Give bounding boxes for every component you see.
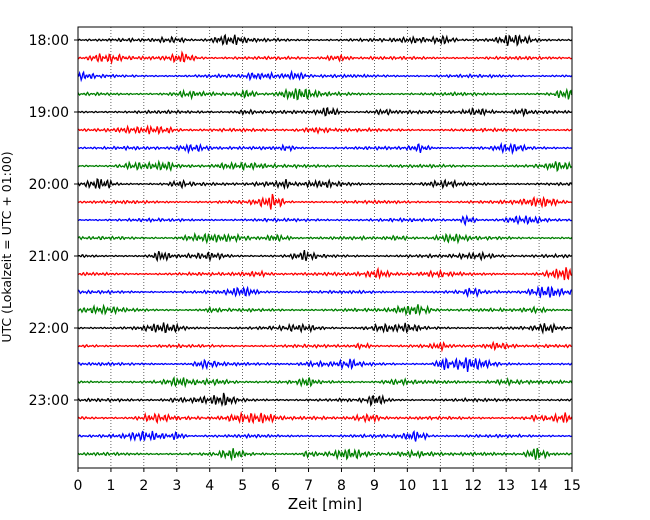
trace-line	[77, 106, 572, 118]
x-tick-label: 4	[205, 478, 214, 494]
x-tick-label: 8	[337, 478, 346, 494]
x-tick-label: 5	[238, 478, 247, 494]
y-tick-label: 23:00	[29, 393, 69, 409]
seismic-traces	[77, 33, 573, 462]
trace-line	[77, 50, 572, 65]
trace-line	[77, 266, 573, 281]
trace-line	[77, 410, 573, 425]
x-tick-label: 9	[370, 478, 379, 494]
y-axis-label: UTC (Lokalzeit = UTC + 01:00)	[0, 151, 14, 342]
x-tick-label: 6	[271, 478, 280, 494]
x-tick-label: 11	[431, 478, 449, 494]
trace-line	[77, 303, 572, 317]
trace-line	[77, 249, 573, 263]
y-tick-label: 21:00	[29, 249, 69, 265]
y-tick-label: 22:00	[29, 321, 69, 337]
trace-line	[77, 193, 572, 210]
trace-line	[77, 214, 572, 227]
trace-line	[77, 124, 572, 136]
plot-background	[78, 27, 572, 468]
trace-line	[77, 322, 573, 335]
trace-line	[77, 447, 572, 462]
trace-line	[77, 285, 573, 299]
trace-line	[77, 392, 572, 408]
x-tick-label: 14	[530, 478, 548, 494]
x-tick-label: 7	[304, 478, 313, 494]
x-tick-label: 1	[106, 478, 115, 494]
x-tick-label: 13	[497, 478, 515, 494]
trace-line	[77, 33, 573, 47]
trace-line	[77, 356, 573, 372]
trace-line	[77, 69, 573, 83]
x-tick-label: 12	[464, 478, 482, 494]
x-axis-ticks: 0 1 2 3 4 5 6 7 8 9 10 11 12 13 14 15	[74, 468, 581, 494]
x-tick-label: 2	[139, 478, 148, 494]
trace-line	[77, 178, 573, 191]
x-tick-label: 0	[74, 478, 83, 494]
trace-line	[77, 141, 572, 156]
trace-line	[77, 231, 573, 245]
trace-line	[77, 87, 573, 101]
y-axis-ticks: 18:00 19:00 20:00 21:00 22:00 23:00	[29, 33, 78, 409]
trace-line	[77, 340, 572, 353]
trace-line	[77, 430, 572, 442]
trace-line	[77, 375, 573, 389]
trace-line	[77, 159, 573, 173]
y-tick-label: 18:00	[29, 33, 69, 49]
y-tick-label: 19:00	[29, 105, 69, 121]
plot-frame	[77, 26, 573, 469]
x-axis-label: Zeit [min]	[288, 495, 362, 513]
x-tick-label: 10	[398, 478, 416, 494]
x-tick-label: 3	[172, 478, 181, 494]
x-tick-label: 15	[563, 478, 581, 494]
y-tick-label: 20:00	[29, 177, 69, 193]
